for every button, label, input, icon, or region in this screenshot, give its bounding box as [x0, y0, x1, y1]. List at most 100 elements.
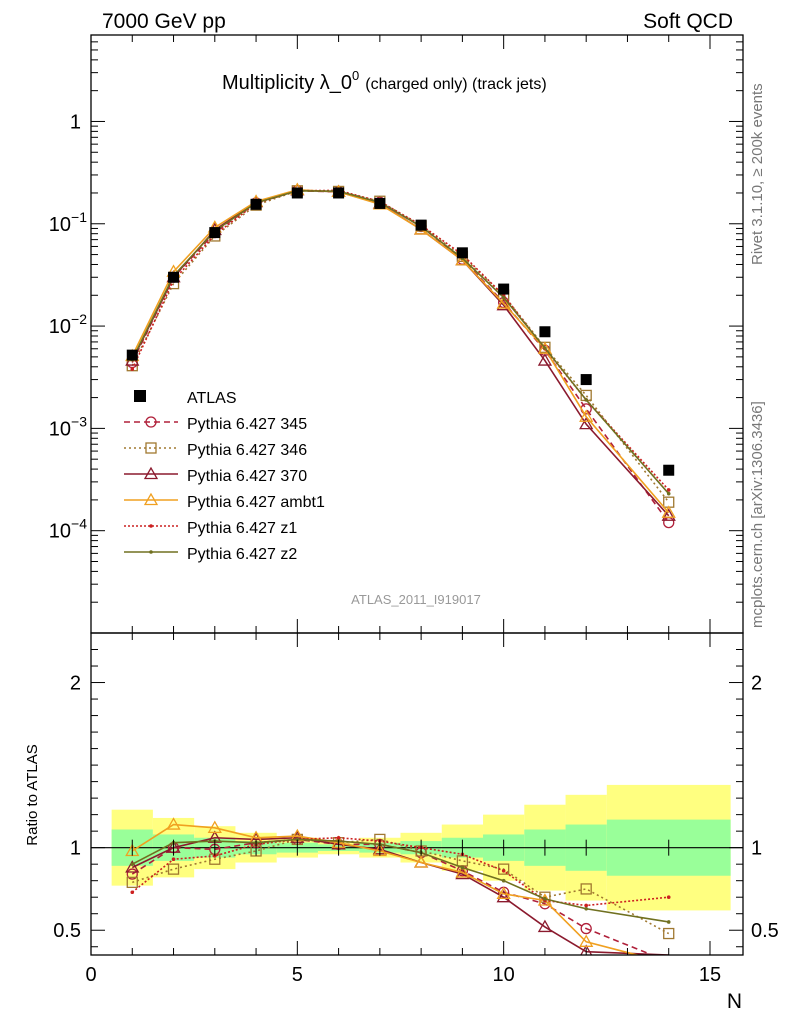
data-point [579, 416, 594, 430]
legend-entry-5: Pythia 6.427 z1 [124, 520, 297, 537]
data-point [166, 817, 181, 830]
data-point [126, 349, 138, 361]
data-point [374, 197, 386, 209]
x-tick-label: 15 [699, 964, 721, 986]
data-point [666, 488, 671, 492]
data-point [663, 516, 675, 529]
data-point [125, 860, 140, 873]
analysis-watermark: ATLAS_2011_I919017 [351, 592, 481, 607]
data-point [537, 353, 553, 366]
data-point [496, 296, 511, 309]
data-point [250, 198, 262, 210]
atlas-data [126, 187, 675, 476]
data-point [666, 895, 671, 900]
x-axis-label: N [727, 990, 742, 1013]
x-tick-label: 0 [85, 964, 96, 986]
data-point [415, 219, 427, 231]
data-point [498, 283, 510, 295]
y-tick-label: 1 [70, 111, 81, 133]
data-point [543, 346, 547, 350]
x-tick-label: 5 [292, 964, 303, 986]
legend-entry-3: Pythia 6.427 370 [124, 466, 307, 485]
data-point [336, 835, 341, 840]
data-point [579, 409, 594, 422]
legend-entry-atlas: ATLAS [134, 390, 237, 407]
y-tick-label: 10−4 [49, 516, 87, 543]
data-point [666, 491, 671, 496]
data-point [580, 883, 592, 895]
data-point [456, 247, 468, 259]
legend-entry-2: Pythia 6.427 346 [124, 442, 307, 459]
data-point [145, 416, 157, 428]
legend-label: Pythia 6.427 370 [187, 468, 307, 485]
data-point [460, 865, 465, 870]
data-point [584, 906, 588, 911]
mask [91, 955, 743, 1015]
data-point [580, 374, 592, 386]
y-tick-label: 2 [70, 673, 81, 695]
header-left: 7000 GeV pp [102, 10, 226, 33]
data-point [539, 326, 551, 338]
rivet-label: Rivet 3.1.10, ≥ 200k events [749, 83, 766, 265]
ratio-plot: 0 5 10 15 0.5 0.5 1 1 2 2 [53, 632, 779, 1015]
data-point [580, 922, 592, 935]
legend-label: Pythia 6.427 345 [187, 416, 307, 433]
legend-entry-6: Pythia 6.427 z2 [124, 546, 297, 563]
y-tick-label: 10−2 [49, 311, 87, 338]
data-point [333, 187, 345, 199]
main-plot: 10−4 10−3 10−2 10−1 1 [49, 34, 744, 634]
data-point [130, 367, 135, 371]
y-tick-label-right: 0.5 [751, 920, 779, 942]
ratio-frame [90, 632, 744, 956]
legend-label: Pythia 6.427 z1 [187, 520, 297, 537]
x-tick-label: 10 [493, 964, 515, 986]
data-point [584, 903, 588, 908]
legend-label: Pythia 6.427 346 [187, 442, 307, 459]
data-point [501, 295, 506, 300]
data-point [126, 868, 138, 880]
data-point [149, 524, 153, 528]
data-point [663, 927, 675, 940]
data-point [167, 863, 180, 875]
data-point [496, 889, 511, 903]
data-point [455, 252, 470, 266]
data-point [295, 837, 300, 842]
y-tick-label: 0.5 [53, 920, 81, 942]
legend-label: Pythia 6.427 ambt1 [187, 494, 325, 511]
data-point [579, 934, 594, 947]
legend-entry-1: Pythia 6.427 345 [124, 416, 307, 433]
data-point [501, 868, 506, 873]
legend: ATLAS Pythia 6.427 345 Pythia 6.427 346 Pyt… [124, 390, 325, 563]
data-point [130, 862, 135, 866]
data-point [455, 865, 470, 878]
data-point [496, 297, 511, 311]
data-point [143, 492, 159, 506]
data-point [126, 876, 138, 888]
y-tick-label: 10−3 [49, 413, 87, 440]
data-point [543, 897, 547, 901]
ratio-ylabel: Ratio to ATLAS [24, 744, 41, 845]
y-tick-label: 1 [70, 838, 81, 860]
data-point [143, 466, 159, 480]
data-point [537, 919, 553, 933]
plot-title: Multiplicity λ_00(charged only) (track j… [222, 68, 547, 94]
data-point [291, 187, 303, 199]
legend-label: ATLAS [187, 390, 237, 407]
y-tick-label: 10−1 [49, 209, 87, 236]
data-point [130, 890, 135, 895]
data-point [584, 398, 588, 402]
data-point [209, 227, 221, 239]
legend-label: Pythia 6.427 z2 [187, 546, 297, 563]
data-point [537, 341, 553, 354]
data-point [149, 550, 153, 554]
data-point [145, 442, 157, 454]
data-point [212, 854, 217, 858]
legend-marker [134, 390, 146, 402]
data-point [414, 855, 429, 868]
data-point [661, 505, 676, 518]
data-point [168, 271, 180, 283]
data-point [207, 820, 222, 834]
header-right: Soft QCD [643, 10, 733, 33]
data-point [666, 920, 671, 924]
